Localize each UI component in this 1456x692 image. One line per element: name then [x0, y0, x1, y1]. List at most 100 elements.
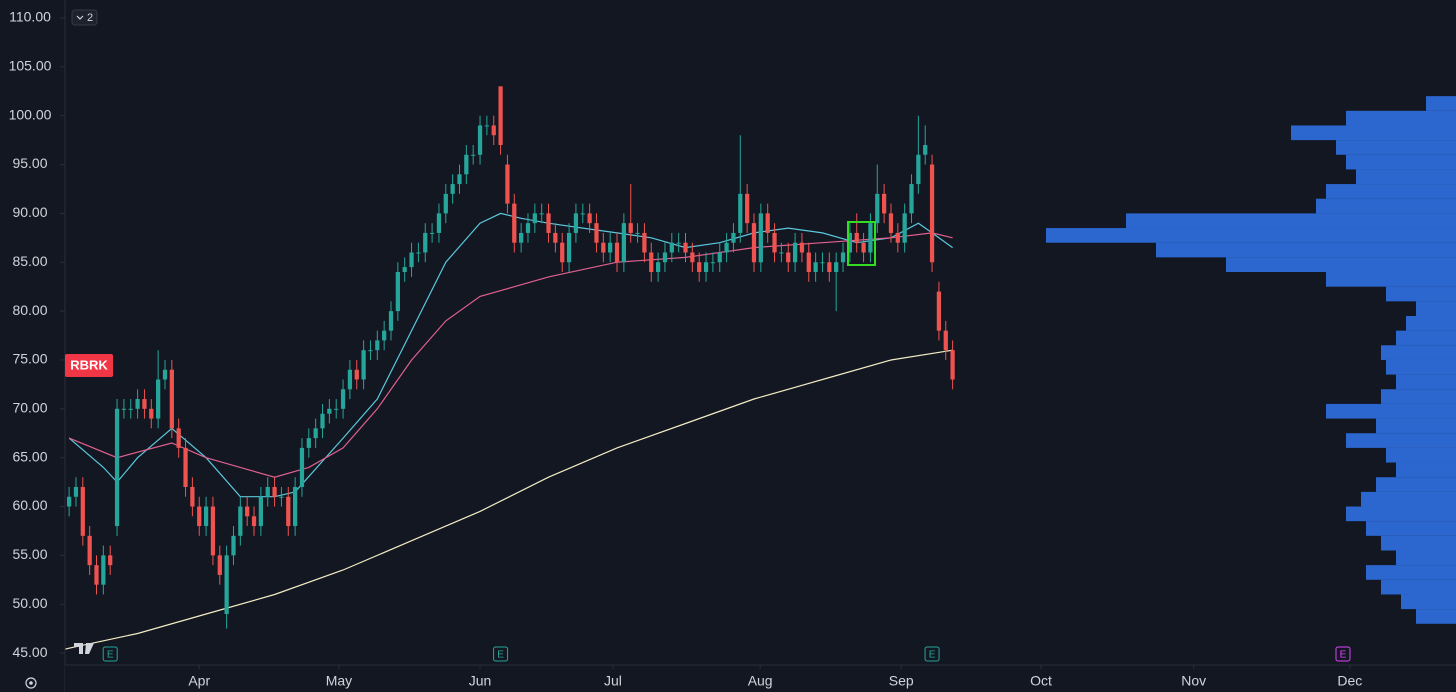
x-tick-label: Jun [469, 673, 492, 689]
volume-bar [1386, 286, 1456, 302]
candle-body [916, 154, 921, 185]
candle-body [66, 496, 72, 507]
y-tick-label: 70.00 [12, 400, 47, 416]
candle-body [183, 447, 188, 487]
candle-body [149, 408, 154, 419]
candle-body [245, 506, 250, 517]
candle-body [361, 350, 366, 380]
badge-box[interactable] [71, 9, 98, 26]
candle-body [827, 262, 832, 273]
volume-bar [1366, 565, 1456, 580]
y-tick-label: 75.00 [12, 351, 47, 367]
candle-body [80, 486, 85, 536]
candle-body [847, 232, 853, 253]
ma-line [68, 212, 953, 498]
candle-body [710, 262, 716, 264]
candle-body [703, 262, 709, 273]
x-axis-panel [65, 665, 1456, 692]
candle-body [888, 213, 894, 233]
candle-body [642, 232, 647, 253]
candle-body [320, 413, 325, 429]
event-label: E [929, 650, 936, 661]
candle-body [464, 154, 469, 175]
candles [66, 86, 955, 629]
highlight-box [847, 221, 876, 266]
candle-body [272, 486, 277, 497]
volume-bar [1346, 433, 1456, 448]
axes: 45.00 50.00 55.00 60.00 65.00 70.00 75.00 80.00… [9, 9, 1363, 689]
candle-body [923, 144, 928, 155]
candle-body [806, 252, 811, 273]
volume-bar [1336, 140, 1456, 155]
candle-body [484, 125, 490, 127]
volume-bar [1316, 198, 1456, 214]
candle-body [279, 496, 284, 498]
candle-body [649, 252, 654, 273]
candle-body [936, 291, 942, 331]
candle-body [560, 242, 565, 263]
candle-body [628, 223, 633, 233]
candle-body [854, 232, 859, 243]
candle-body [881, 193, 887, 214]
volume-bar [1326, 184, 1456, 199]
volume-bar [1156, 242, 1456, 258]
candle-body [902, 213, 907, 243]
candle-body [820, 262, 825, 264]
volume-bar [1126, 213, 1456, 229]
event-label: E [107, 650, 114, 661]
symbol-label: RBRK [70, 357, 108, 372]
candle-body [566, 232, 572, 263]
candle-body [498, 86, 503, 145]
x-tick-label: Dec [1337, 673, 1362, 689]
candle-body [375, 340, 380, 351]
candle-body [217, 555, 222, 575]
candle-body [676, 242, 681, 244]
ma-line [64, 349, 953, 650]
candle-body [73, 486, 79, 497]
y-tick-label: 60.00 [12, 497, 47, 513]
candle-body [525, 223, 531, 233]
volume-bar [1346, 506, 1456, 522]
candle-body [573, 213, 579, 233]
y-axis-panel [0, 0, 65, 692]
candle-body [94, 565, 99, 585]
event-label: E [497, 650, 504, 661]
candle-body [868, 223, 873, 253]
candle-body [950, 350, 955, 380]
candle-body [799, 242, 805, 253]
candle-body [861, 242, 866, 253]
candle-body [354, 369, 359, 380]
candle-body [156, 379, 161, 419]
candle-body [114, 408, 120, 527]
candle-body [594, 223, 599, 243]
candle-body [306, 438, 311, 448]
candle-body [758, 213, 763, 263]
volume-bar [1386, 359, 1456, 375]
candle-body [477, 125, 483, 155]
candle-body [662, 252, 668, 263]
x-tick-label: Apr [188, 673, 210, 689]
candle-body [121, 408, 127, 410]
candle-body [423, 232, 428, 253]
candle-body [539, 213, 544, 215]
volume-bar [1426, 96, 1456, 111]
badge-count: 2 [87, 12, 93, 24]
y-tick-label: 100.00 [9, 106, 52, 122]
candle-body [532, 213, 537, 224]
candle-body [190, 486, 195, 507]
volume-bar [1381, 535, 1456, 551]
symbol-box [65, 354, 113, 377]
candle-body [231, 535, 236, 556]
settings-icon-dot [29, 681, 33, 685]
candle-body [943, 330, 948, 351]
volume-bar [1396, 550, 1456, 566]
candle-body [601, 242, 606, 253]
volume-bar [1416, 609, 1456, 624]
y-tick-label: 85.00 [12, 253, 47, 269]
candle-body [471, 154, 476, 156]
candle-body [614, 242, 620, 263]
candle-body [436, 213, 442, 233]
settings-icon[interactable] [25, 677, 37, 689]
volume-bar [1361, 491, 1456, 507]
